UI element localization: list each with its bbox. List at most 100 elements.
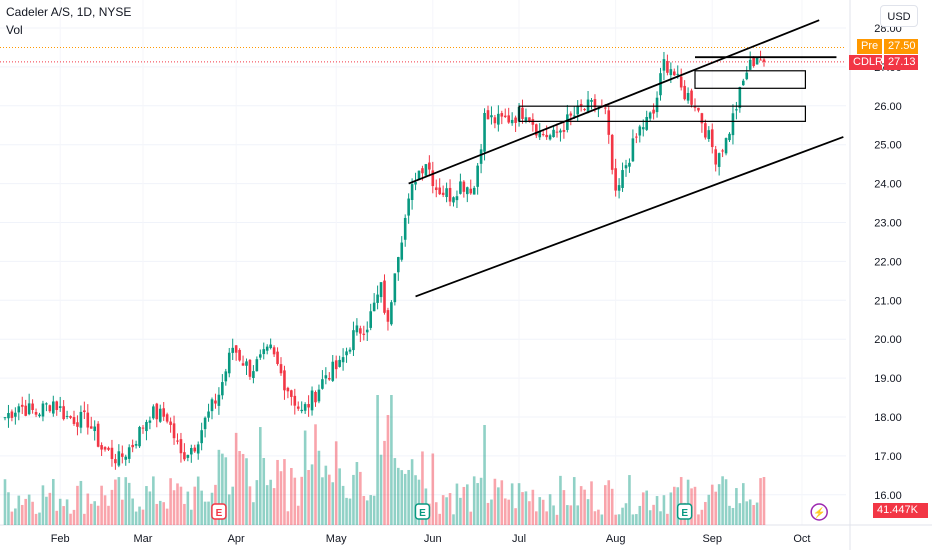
- candle-body: [20, 404, 24, 407]
- candle-body: [72, 417, 76, 424]
- volume-bar: [241, 453, 245, 525]
- volume-bar: [476, 483, 479, 525]
- dividend-marker-icon: [810, 503, 828, 521]
- candle-body: [79, 411, 83, 428]
- candle-body: [283, 370, 286, 391]
- volume-bar: [65, 499, 69, 525]
- volume-bar: [217, 449, 221, 525]
- volume-bar: [717, 484, 721, 525]
- candle-body: [552, 129, 555, 138]
- x-tick-label: Jun: [424, 533, 442, 545]
- y-tick-label: 20.00: [874, 334, 902, 346]
- candle-body: [186, 454, 190, 458]
- volume-bar: [379, 454, 383, 525]
- candle-body: [107, 447, 110, 450]
- volume-bar: [3, 479, 7, 525]
- candle-body: [624, 165, 628, 169]
- candle-body: [45, 403, 48, 405]
- volume-bar: [693, 486, 697, 525]
- candle-body: [731, 113, 735, 136]
- candle-body: [431, 170, 435, 187]
- candle-body: [621, 170, 624, 188]
- candle-body: [572, 115, 576, 117]
- candle-body: [714, 149, 717, 165]
- volume-bar: [141, 509, 145, 525]
- volume-bar: [231, 486, 234, 525]
- candle-body: [200, 430, 203, 444]
- volume-bar: [86, 493, 90, 525]
- candle-body: [631, 138, 635, 162]
- candle-body: [152, 406, 155, 419]
- candle-body: [528, 117, 531, 122]
- candle-body: [238, 349, 241, 361]
- volume-bar: [497, 487, 500, 525]
- candle-body: [110, 447, 114, 459]
- currency-button[interactable]: USD: [880, 5, 918, 27]
- candle-body: [679, 76, 683, 88]
- volume-bar: [445, 497, 448, 525]
- candle-body: [38, 414, 41, 417]
- volume-bar: [386, 415, 390, 525]
- volume-bar: [193, 486, 197, 525]
- candle-body: [617, 185, 621, 191]
- volume-bar: [100, 485, 103, 525]
- volume-bar: [697, 514, 700, 525]
- volume-bar: [607, 480, 611, 525]
- volume-bar: [604, 485, 607, 525]
- candle-body: [421, 168, 424, 174]
- candle-body: [83, 410, 86, 413]
- candle-body: [683, 85, 686, 100]
- volume-bar: [24, 498, 27, 525]
- volume-bar: [624, 503, 628, 525]
- candle-body: [134, 444, 138, 446]
- volume-bar: [352, 474, 355, 525]
- candle-body: [673, 71, 676, 76]
- volume-bar: [524, 491, 528, 525]
- volume-bar: [655, 496, 659, 525]
- candle-body: [214, 400, 217, 404]
- volume-bar: [397, 467, 400, 525]
- volume-bar: [252, 502, 255, 525]
- candle-body: [510, 119, 514, 124]
- event-marker-label: E: [681, 508, 688, 519]
- candle-body: [545, 134, 548, 138]
- candle-body: [300, 409, 303, 412]
- volume-bar: [196, 476, 200, 525]
- candle-body: [338, 359, 341, 367]
- candle-body: [127, 447, 131, 459]
- volume-bar: [48, 492, 52, 525]
- volume-bar: [62, 506, 65, 525]
- volume-bar: [400, 470, 404, 525]
- candle-body: [555, 131, 559, 133]
- volume-bar: [417, 479, 421, 525]
- candle-body: [452, 197, 455, 203]
- volume-bar: [76, 485, 79, 525]
- candle-body: [352, 330, 355, 351]
- candle-body: [245, 361, 248, 366]
- last-price: 27.13: [884, 54, 918, 70]
- candle-body: [693, 106, 697, 108]
- candle-body: [196, 444, 200, 454]
- candle-body: [700, 113, 704, 124]
- candle-body: [762, 59, 766, 62]
- x-tick-label: Mar: [134, 533, 153, 545]
- candle-body: [648, 112, 652, 119]
- volume-bar: [517, 483, 521, 525]
- volume-bar: [17, 495, 21, 525]
- candle-body: [562, 129, 566, 132]
- candle-body: [158, 408, 162, 422]
- candle-body: [362, 333, 366, 335]
- volume-bar: [152, 476, 155, 525]
- candle-body: [334, 360, 338, 370]
- volume-bar: [341, 485, 345, 525]
- volume-bar: [165, 508, 169, 525]
- volume-bar: [203, 501, 207, 525]
- candle-body: [441, 192, 445, 195]
- candle-body: [410, 184, 414, 201]
- candle-body: [652, 109, 655, 114]
- candle-body: [448, 187, 452, 202]
- candle-body: [590, 100, 593, 102]
- volume-bar: [728, 505, 731, 525]
- volume-bar: [448, 493, 452, 525]
